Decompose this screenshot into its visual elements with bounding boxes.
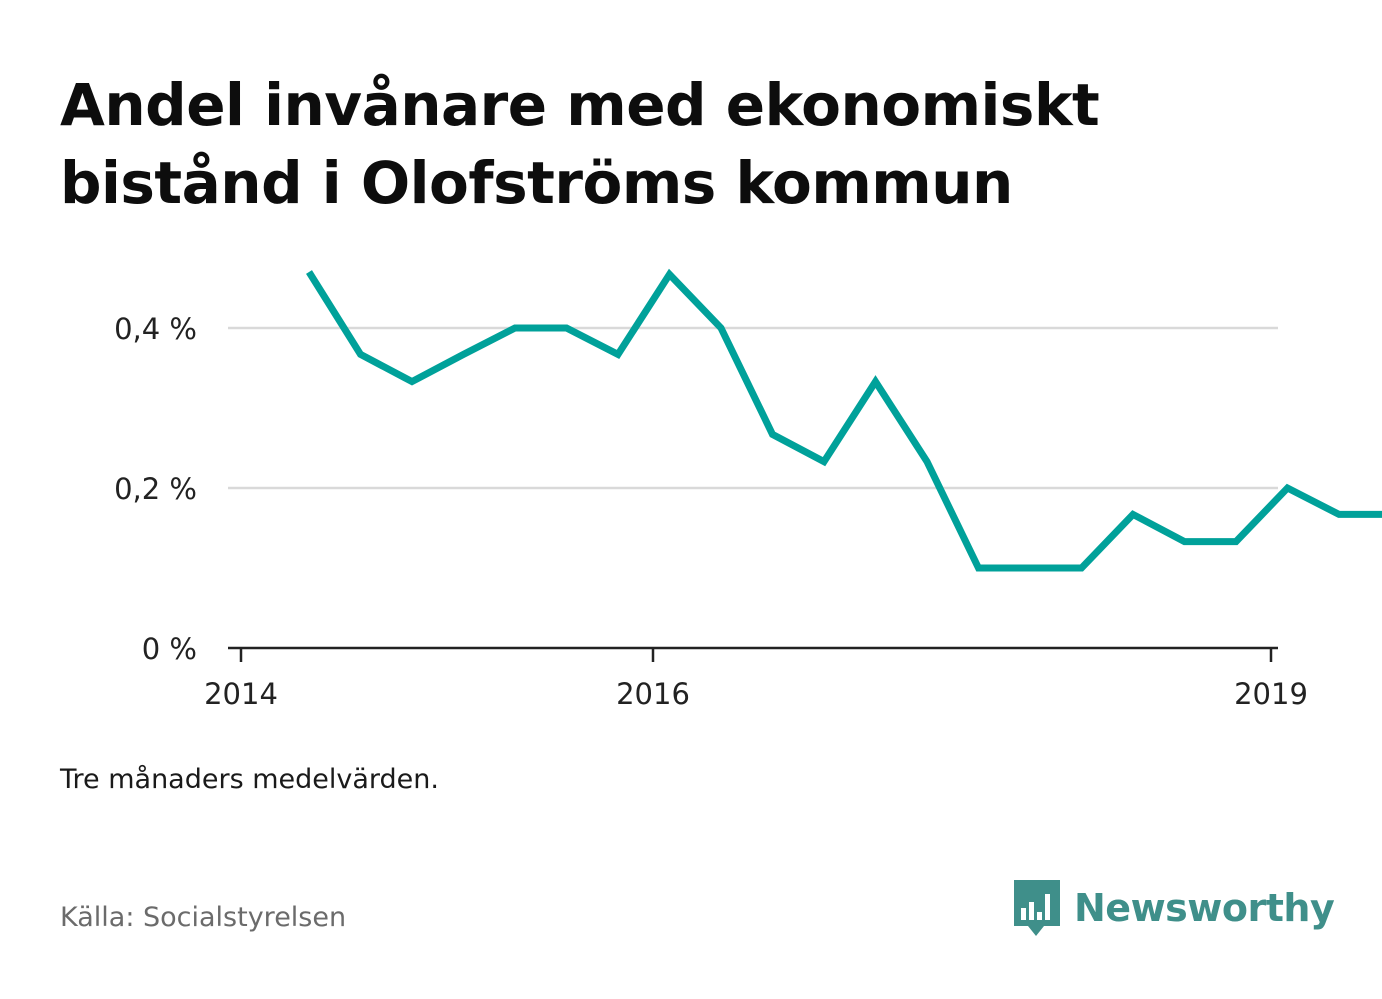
chart-note: Tre månaders medelvärden. [60, 764, 439, 795]
chart-title: Andel invånare med ekonomiskt bistånd i … [60, 71, 1100, 217]
y-tick-labels: 0 % 0,2 % 0,4 % [114, 312, 197, 666]
y-gridlines [228, 326, 1278, 490]
y-tick-label: 0,2 % [114, 472, 197, 506]
x-tick-label: 2019 [1234, 677, 1308, 711]
data-series [306, 268, 1382, 572]
newsworthy-logo-icon [1014, 880, 1060, 936]
y-tick-label: 0,4 % [114, 312, 197, 346]
x-tick-label: 2016 [616, 677, 690, 711]
series-line [306, 268, 1382, 572]
x-tick-labels: 20142016201920212023 [204, 677, 1308, 711]
y-tick-label: 0 % [142, 632, 197, 666]
brand-logo[interactable]: Newsworthy [1012, 878, 1335, 938]
x-axis [228, 646, 1278, 662]
x-tick-label: 2014 [204, 677, 278, 711]
source-credit: Källa: Socialstyrelsen [60, 902, 347, 933]
brand-name: Newsworthy [1074, 886, 1335, 930]
